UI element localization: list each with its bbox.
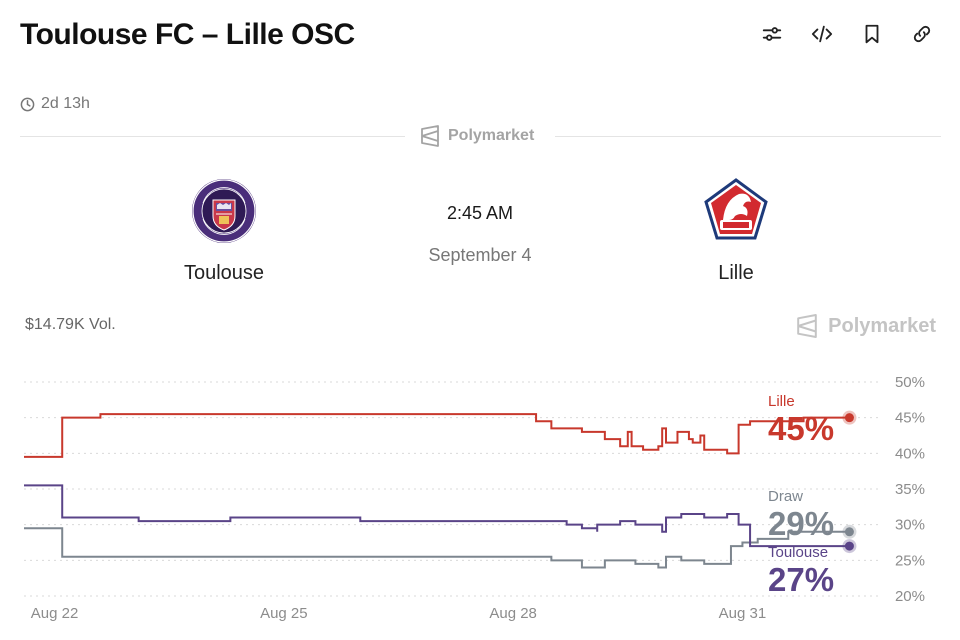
lille-crest-icon xyxy=(704,178,768,240)
y-tick-label: 20% xyxy=(895,588,925,605)
away-team[interactable]: Lille xyxy=(656,178,816,285)
sliders-icon xyxy=(762,27,782,41)
y-tick-label: 35% xyxy=(895,481,925,498)
series-line-draw xyxy=(24,527,850,569)
y-tick-label: 45% xyxy=(895,410,925,427)
series-line-lille xyxy=(24,413,850,458)
legend-draw-percent: 29% xyxy=(768,505,835,542)
market-volume: $14.79K Vol. xyxy=(25,316,116,333)
time-remaining-text: 2d 13h xyxy=(41,95,90,112)
series-end-dot-draw xyxy=(844,527,854,537)
divider-right xyxy=(555,136,941,137)
embed-code-icon xyxy=(811,25,833,43)
legend-draw: Draw 29% xyxy=(768,488,834,540)
kickoff-time: 2:45 AM xyxy=(446,203,514,223)
series-end-dot-lille xyxy=(844,413,854,423)
y-tick-label: 50% xyxy=(895,374,925,391)
kickoff-date: September 4 xyxy=(428,245,532,265)
polymarket-logo-icon xyxy=(421,125,439,147)
time-remaining: 2d 13h xyxy=(20,95,90,113)
x-tick-label: Aug 25 xyxy=(260,605,308,622)
x-tick-label: Aug 28 xyxy=(489,605,537,622)
page-title: Toulouse FC – Lille OSC xyxy=(20,18,355,51)
legend-toulouse-percent: 27% xyxy=(768,561,835,598)
link-icon xyxy=(913,25,931,43)
clock-icon xyxy=(20,97,35,111)
series-line-toulouse xyxy=(24,484,850,548)
embed-button[interactable] xyxy=(808,20,836,48)
legend-lille: Lille 45% xyxy=(768,393,834,445)
y-tick-label: 25% xyxy=(895,552,925,569)
watermark-text: Polymarket xyxy=(828,314,936,337)
bookmark-icon xyxy=(865,24,879,44)
legend-lille-percent: 45% xyxy=(768,410,835,447)
legend-toulouse: Toulouse 27% xyxy=(768,544,834,596)
price-history-chart[interactable]: 50% 45% 40% 35% 30% 25% 20% Aug 22 Aug 25 Aug 28 A… xyxy=(0,360,960,640)
y-tick-label: 40% xyxy=(895,445,925,462)
chart-watermark: Polymarket xyxy=(796,313,936,339)
home-team-name: Toulouse xyxy=(183,262,265,284)
bookmark-button[interactable] xyxy=(858,20,886,48)
source-badge[interactable]: Polymarket xyxy=(420,125,534,147)
legend-draw-name: Draw xyxy=(768,488,804,505)
legend-toulouse-name: Toulouse xyxy=(768,544,829,561)
source-name: Polymarket xyxy=(448,127,535,144)
home-team[interactable]: Toulouse xyxy=(144,178,304,285)
legend-lille-name: Lille xyxy=(768,393,795,410)
toolbar xyxy=(758,20,936,48)
sliders-button[interactable] xyxy=(758,20,786,48)
series-end-dot-toulouse xyxy=(844,541,854,551)
x-tick-label: Aug 31 xyxy=(719,605,767,622)
toulouse-crest-icon xyxy=(192,179,256,243)
polymarket-logo-icon xyxy=(797,314,817,338)
divider-left xyxy=(20,136,405,137)
away-team-name: Lille xyxy=(718,262,754,284)
x-tick-label: Aug 22 xyxy=(31,605,79,622)
y-tick-label: 30% xyxy=(895,517,925,534)
copy-link-button[interactable] xyxy=(908,20,936,48)
